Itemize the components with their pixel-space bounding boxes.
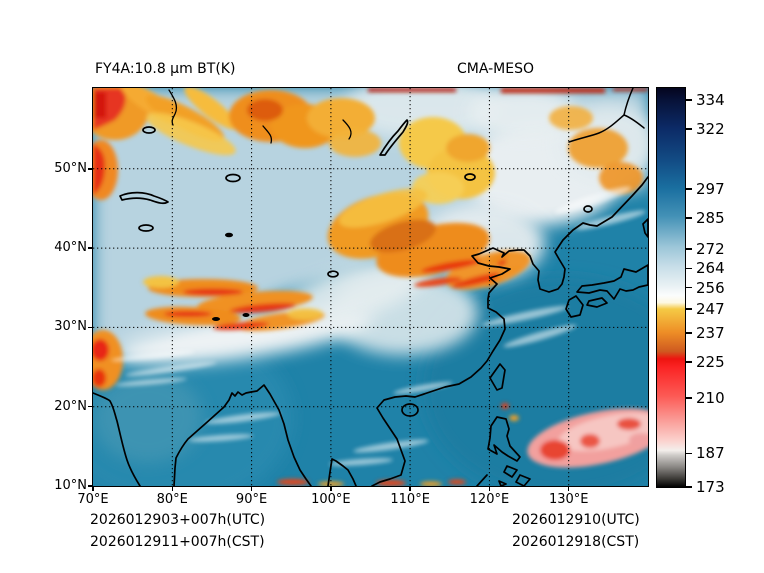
y-tick-mark [88,485,92,487]
colorbar-tick-label: 225 [696,353,725,371]
x-tick-mark [92,487,94,491]
y-tick-label: 20°N [54,398,87,414]
valid-time-utc: 2026012910(UTC) [512,512,640,528]
colorbar-tick-label: 285 [696,208,725,227]
colorbar-tick-mark [686,99,692,101]
y-tick-mark [88,247,92,249]
plateau-lakes [211,232,249,321]
colorbar-tick-mark [686,361,692,363]
init-time-cst: 2026012911+007h(CST) [90,534,265,550]
colorbar-tick-label: 297 [696,179,725,198]
y-tick-label: 10°N [54,478,87,493]
x-tick-mark [409,487,411,491]
colorbar-tick-mark [686,452,692,455]
y-tick-mark [88,405,92,408]
colorbar-tick-label: 264 [696,259,725,278]
y-tick-mark [88,168,92,170]
colorbar-tick-mark [686,486,692,488]
colorbar-tick-label: 173 [696,478,725,496]
colorbar-tick-label: 247 [696,300,725,319]
colorbar-tick-mark [686,308,692,310]
x-tick-label: 110°E [390,492,430,507]
x-tick-label: 90°E [235,492,268,507]
colorbar-tick-label: 210 [696,389,725,408]
colorbar-tick-mark [686,248,692,250]
x-tick-mark [330,487,332,491]
colorbar-tick-label: 334 [696,91,725,110]
x-tick-label: 70°E [77,492,109,507]
colorbar-tick-label: 237 [696,324,725,343]
x-tick-label: 80°E [156,492,188,507]
x-tick-mark [567,487,570,491]
colorbar-tick-label: 187 [696,444,725,463]
y-tick-label: 40°N [54,240,87,256]
colorbar-tick-mark [686,286,692,289]
y-tick-label: 30°N [54,319,87,335]
colorbar-tick-label: 272 [696,240,725,259]
x-tick-mark [250,487,253,491]
colorbar-tick-mark [686,332,692,334]
colorbar-tick-label: 322 [696,119,725,138]
map-plot [91,86,649,487]
x-tick-mark [488,487,491,491]
x-tick-label: 100°E [311,492,351,507]
y-tick-mark [88,326,92,329]
colorbar-tick-mark [686,397,692,399]
colorbar-tick-mark [686,188,692,190]
model-title: CMA-MESO [457,61,535,77]
colorbar-tick-label: 256 [696,278,725,297]
map-canvas [92,87,648,486]
colorbar-tick-mark [686,267,692,270]
colorbar-tick-mark [686,128,692,130]
x-tick-mark [171,487,174,491]
x-tick-label: 120°E [469,492,510,507]
plot-title: FY4A:10.8 μm BT(K) [95,61,236,77]
colorbar-gradient [655,86,686,488]
init-time-utc: 2026012903+007h(UTC) [90,512,266,528]
y-tick-label: 50°N [54,160,87,176]
x-tick-label: 130°E [548,492,589,507]
valid-time-cst: 2026012918(CST) [512,534,640,550]
colorbar-tick-mark [686,217,692,219]
